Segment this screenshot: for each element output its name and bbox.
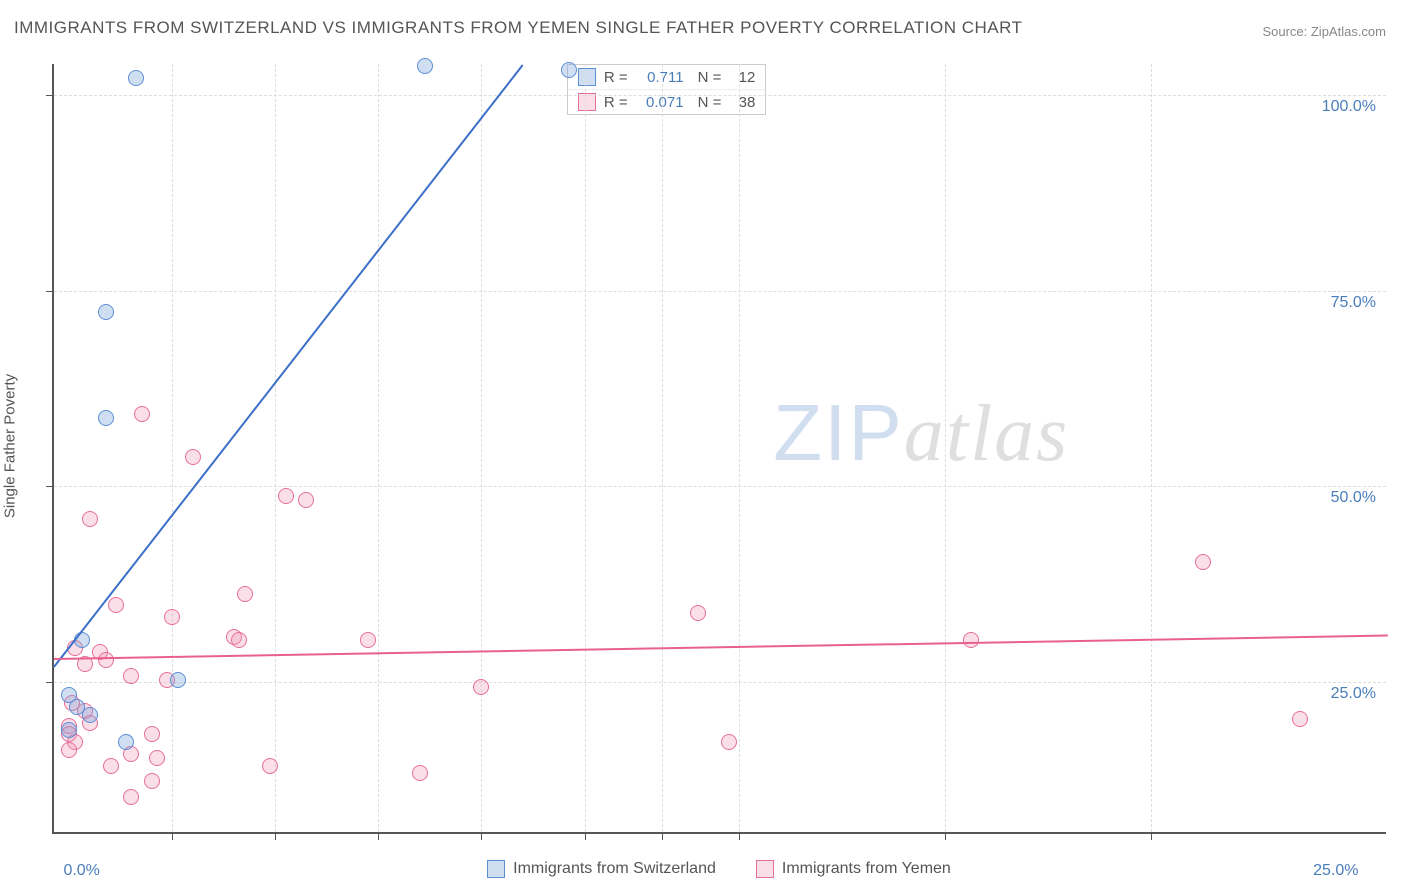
data-point (170, 672, 186, 688)
data-point (98, 652, 114, 668)
trend-line (54, 635, 1388, 661)
gridline-vertical (1151, 64, 1152, 832)
data-point (963, 632, 979, 648)
y-tick-mark (46, 486, 54, 487)
gridline-vertical (172, 64, 173, 832)
data-point (144, 773, 160, 789)
y-tick-label: 100.0% (1322, 98, 1376, 116)
data-point (1195, 554, 1211, 570)
source-link[interactable]: ZipAtlas.com (1311, 24, 1386, 39)
r-value: 0.711 (636, 69, 684, 86)
gridline-vertical (585, 64, 586, 832)
data-point (98, 410, 114, 426)
data-point (473, 679, 489, 695)
gridline-horizontal (54, 682, 1386, 683)
legend-row: R = 0.711 N = 12 (568, 65, 766, 89)
x-tick-mark (378, 832, 379, 840)
gridline-vertical (662, 64, 663, 832)
data-point (123, 668, 139, 684)
data-point (417, 58, 433, 74)
source-attribution: Source: ZipAtlas.com (1262, 24, 1386, 39)
data-point (108, 597, 124, 613)
data-point (412, 765, 428, 781)
legend-row: R = 0.071N = 38 (568, 89, 766, 114)
data-point (237, 586, 253, 602)
n-value: 12 (729, 69, 755, 86)
chart-title: IMMIGRANTS FROM SWITZERLAND VS IMMIGRANT… (14, 18, 1022, 38)
y-axis-title: Single Father Poverty (2, 374, 19, 518)
data-point (298, 492, 314, 508)
data-point (149, 750, 165, 766)
data-point (1292, 711, 1308, 727)
gridline-vertical (481, 64, 482, 832)
data-point (61, 722, 77, 738)
r-label: R = (604, 69, 628, 86)
data-point (185, 449, 201, 465)
trend-line (53, 64, 523, 667)
data-point (164, 609, 180, 625)
data-point (61, 742, 77, 758)
y-tick-label: 50.0% (1331, 489, 1376, 507)
x-tick-mark (172, 832, 173, 840)
data-point (98, 304, 114, 320)
data-point (118, 734, 134, 750)
legend-item: Immigrants from Yemen (756, 860, 951, 878)
gridline-vertical (275, 64, 276, 832)
data-point (262, 758, 278, 774)
gridline-horizontal (54, 486, 1386, 487)
x-tick-mark (662, 832, 663, 840)
data-point (82, 707, 98, 723)
gridline-horizontal (54, 95, 1386, 96)
legend-swatch (487, 860, 505, 878)
gridline-horizontal (54, 291, 1386, 292)
plot-area: ZIPatlas R = 0.711N = 12R = 0.071N = 38 … (52, 64, 1386, 834)
data-point (82, 511, 98, 527)
y-tick-label: 75.0% (1331, 294, 1376, 312)
data-point (134, 406, 150, 422)
data-point (360, 632, 376, 648)
data-point (123, 789, 139, 805)
data-point (128, 70, 144, 86)
data-point (278, 488, 294, 504)
y-tick-label: 25.0% (1331, 685, 1376, 703)
data-point (690, 605, 706, 621)
series-legend: Immigrants from Switzerland Immigrants fr… (52, 860, 1386, 878)
data-point (144, 726, 160, 742)
legend-series-name: Immigrants from Yemen (782, 860, 951, 878)
y-tick-mark (46, 291, 54, 292)
x-tick-mark (585, 832, 586, 840)
y-tick-mark (46, 95, 54, 96)
correlation-legend: R = 0.711 N = 12 R = 0.071N = 38 (567, 64, 767, 115)
legend-item: Immigrants from Switzerland (487, 860, 716, 878)
x-tick-mark (1151, 832, 1152, 840)
n-label: N = (698, 69, 722, 86)
data-point (561, 62, 577, 78)
source-prefix: Source: (1262, 24, 1310, 39)
data-point (721, 734, 737, 750)
y-tick-mark (46, 682, 54, 683)
x-tick-mark (481, 832, 482, 840)
x-tick-mark (945, 832, 946, 840)
data-point (231, 632, 247, 648)
gridline-vertical (945, 64, 946, 832)
legend-swatch (578, 68, 596, 86)
legend-series-name: Immigrants from Switzerland (513, 860, 716, 878)
gridline-vertical (739, 64, 740, 832)
watermark-zip: ZIP (773, 388, 903, 477)
x-tick-mark (739, 832, 740, 840)
watermark-atlas: atlas (904, 390, 1070, 478)
x-tick-mark (275, 832, 276, 840)
legend-swatch (756, 860, 774, 878)
data-point (103, 758, 119, 774)
watermark: ZIPatlas (773, 387, 1069, 480)
gridline-vertical (378, 64, 379, 832)
